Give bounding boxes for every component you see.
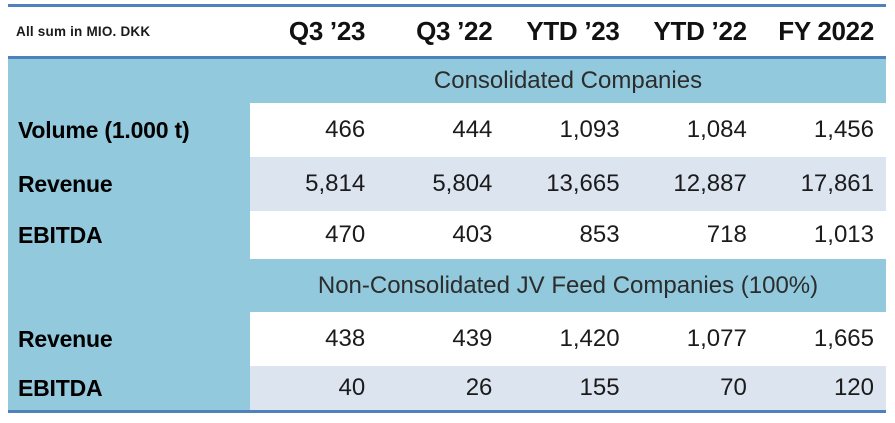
table-cell: 444 xyxy=(377,103,505,157)
table-row-revenue-consolidated: Revenue 5,814 5,804 13,665 12,887 17,861 xyxy=(8,157,886,211)
table-cell: 466 xyxy=(250,103,378,157)
table-cell: 403 xyxy=(377,211,505,259)
table-cell: 853 xyxy=(504,211,632,259)
table-row-revenue-jv: Revenue 438 439 1,420 1,077 1,665 xyxy=(8,312,886,366)
row-label: Revenue xyxy=(8,312,250,366)
column-header-q3-23: Q3 ’23 xyxy=(288,16,366,46)
section-title: Non-Consolidated JV Feed Companies (100%… xyxy=(317,271,819,299)
table-row-ebitda-jv: EBITDA 40 26 155 70 120 xyxy=(8,366,886,410)
financial-results-table: All sum in MIO. DKK Q3 ’23 Q3 ’22 YTD ’2… xyxy=(8,4,886,413)
row-label: EBITDA xyxy=(8,366,250,410)
row-label: EBITDA xyxy=(8,211,250,259)
column-header-fy-2022: FY 2022 xyxy=(778,16,874,46)
column-header-ytd-22: YTD ’22 xyxy=(653,16,748,46)
table-cell: 70 xyxy=(631,366,759,410)
row-label: Revenue xyxy=(8,157,250,211)
row-label: Volume (1.000 t) xyxy=(8,103,250,157)
table-cell: 1,084 xyxy=(631,103,759,157)
unit-label: All sum in MIO. DKK xyxy=(16,24,151,39)
column-header-q3-22: Q3 ’22 xyxy=(416,16,493,46)
table-cell: 1,665 xyxy=(758,312,886,366)
table-cell: 5,804 xyxy=(377,157,505,211)
section-header-non-consolidated: Non-Consolidated JV Feed Companies (100%… xyxy=(8,259,886,312)
table-cell: 5,814 xyxy=(250,157,378,211)
column-header-ytd-23: YTD ’23 xyxy=(526,16,620,46)
table-cell: 12,887 xyxy=(631,157,759,211)
table-row-volume: Volume (1.000 t) 466 444 1,093 1,084 1,4… xyxy=(8,103,886,157)
table-cell: 438 xyxy=(250,312,378,366)
table-cell: 1,456 xyxy=(758,103,886,157)
table-cell: 470 xyxy=(250,211,378,259)
table-cell: 1,420 xyxy=(504,312,632,366)
table-row-ebitda-consolidated: EBITDA 470 403 853 718 1,013 xyxy=(8,211,886,259)
table-cell: 13,665 xyxy=(504,157,632,211)
table-cell: 155 xyxy=(504,366,632,410)
table-cell: 40 xyxy=(250,366,378,410)
table-cell: 1,013 xyxy=(758,211,886,259)
table-cell: 718 xyxy=(631,211,759,259)
table-cell: 1,077 xyxy=(631,312,759,366)
table-cell: 1,093 xyxy=(504,103,632,157)
table-cell: 26 xyxy=(377,366,505,410)
table-cell: 17,861 xyxy=(758,157,886,211)
table-cell: 120 xyxy=(758,366,886,410)
table-header-row: All sum in MIO. DKK Q3 ’23 Q3 ’22 YTD ’2… xyxy=(8,7,886,59)
section-title: Consolidated Companies xyxy=(433,67,703,94)
section-header-consolidated: Consolidated Companies xyxy=(8,59,886,103)
table-cell: 439 xyxy=(377,312,505,366)
